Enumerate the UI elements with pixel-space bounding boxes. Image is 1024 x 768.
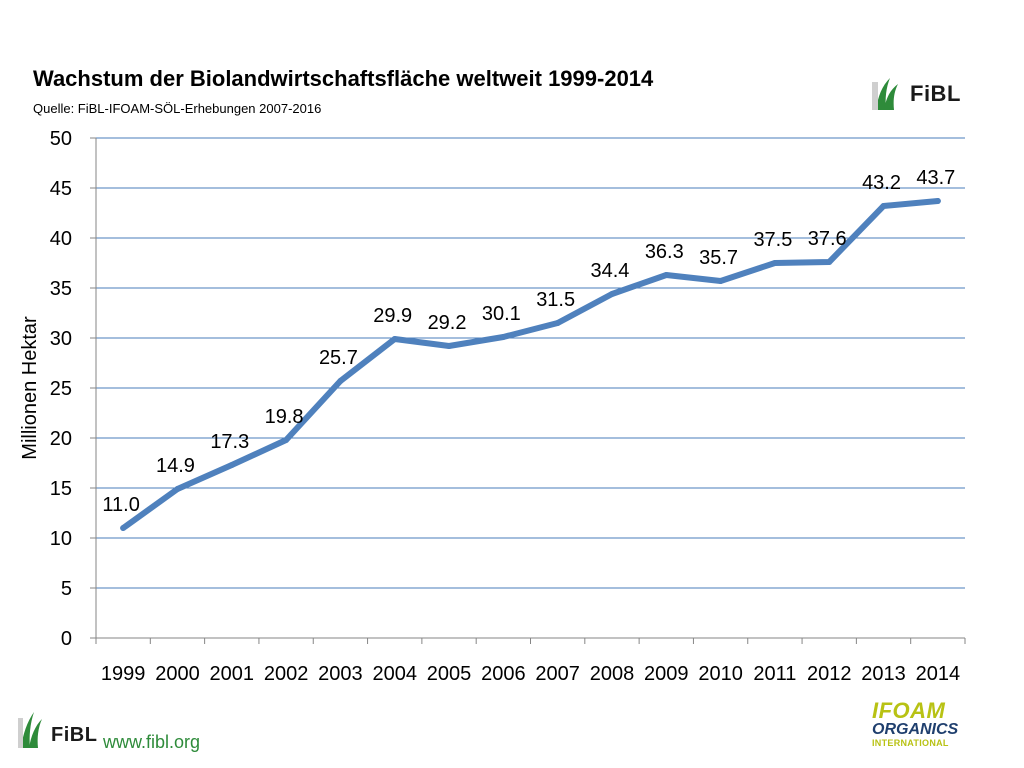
x-tick-label: 2012 [807,663,852,685]
data-label: 37.5 [753,229,792,251]
footer-website-link[interactable]: www.fibl.org [103,732,201,752]
data-label: 43.7 [916,167,955,189]
data-point [283,437,290,443]
line-chart: 0 5 10 15 20 25 30 35 40 45 50 1999 2000 2001 2002 2003… [19,128,966,685]
data-point [554,320,561,326]
fibl-footer-logo: FiBL [18,710,97,750]
fibl-wordmark: FiBL [910,81,961,106]
data-label: 14.9 [156,455,195,477]
fibl-wordmark: FiBL [51,723,98,746]
data-point [880,203,887,209]
x-tick-label: 1999 [101,663,146,685]
data-point [608,291,615,297]
data-point [500,334,507,340]
y-tick-label: 40 [50,228,72,250]
y-tick-label: 10 [50,528,72,550]
data-label: 31.5 [536,289,575,311]
data-label: 30.1 [482,303,521,325]
data-label: 11.0 [102,494,139,516]
fibl-leaf-icon [18,712,42,748]
series-line [120,198,941,531]
data-label: 37.6 [808,228,847,250]
x-tick-label: 2005 [427,663,472,685]
data-point [771,260,778,266]
data-label: 43.2 [862,172,901,194]
data-point [934,198,941,204]
data-point [228,462,235,468]
data-point [337,378,344,384]
x-tick-label: 2002 [264,663,309,685]
y-tick-label: 0 [61,628,72,650]
x-tick-label: 2007 [535,663,580,685]
fibl-logo: FiBL [872,76,961,112]
chart-source: Quelle: FiBL-IFOAM-SÖL-Erhebungen 2007-2… [33,101,322,116]
data-label: 29.2 [428,312,467,334]
x-tick-label: 2014 [916,663,961,685]
ifoam-wordmark: IFOAM [872,698,946,723]
y-tick-label: 45 [50,178,72,200]
data-label: 29.9 [373,305,412,327]
y-tick-label: 5 [61,578,72,600]
data-point [120,525,127,531]
chart-title: Wachstum der Biolandwirtschaftsfläche we… [33,66,654,91]
y-tick-label: 25 [50,378,72,400]
x-tick-label: 2003 [318,663,363,685]
y-tick-label: 20 [50,428,72,450]
y-tick-label: 30 [50,328,72,350]
ifoam-organics-wordmark: ORGANICS [872,721,959,738]
data-label: 25.7 [319,347,358,369]
data-label: 36.3 [645,241,684,263]
data-label: 34.4 [591,260,630,282]
x-tick-label: 2008 [590,663,635,685]
x-tick-label: 2009 [644,663,689,685]
x-tick-label: 2001 [210,663,255,685]
x-tick-label: 2013 [861,663,906,685]
y-tick-label: 15 [50,478,72,500]
x-tick-label: 2004 [372,663,417,685]
ifoam-international-wordmark: INTERNATIONAL [872,738,949,748]
data-label: 17.3 [210,431,249,453]
y-tick-label: 35 [50,278,72,300]
x-tick-label: 2000 [155,663,200,685]
data-point [446,343,453,349]
x-tick-label: 2011 [753,663,796,685]
x-tick-label: 2006 [481,663,526,685]
data-point [391,336,398,342]
data-point [717,278,724,284]
data-point [826,259,833,265]
data-point [663,272,670,278]
x-tick-label: 2010 [698,663,743,685]
data-label: 35.7 [699,247,738,269]
fibl-leaf-icon [872,78,898,110]
y-tick-label: 50 [50,128,72,150]
data-label: 19.8 [265,406,304,428]
data-point [174,486,181,492]
ifoam-organics-logo: IFOAM ORGANICS INTERNATIONAL [872,700,972,756]
y-axis-label: Millionen Hektar [19,316,41,460]
